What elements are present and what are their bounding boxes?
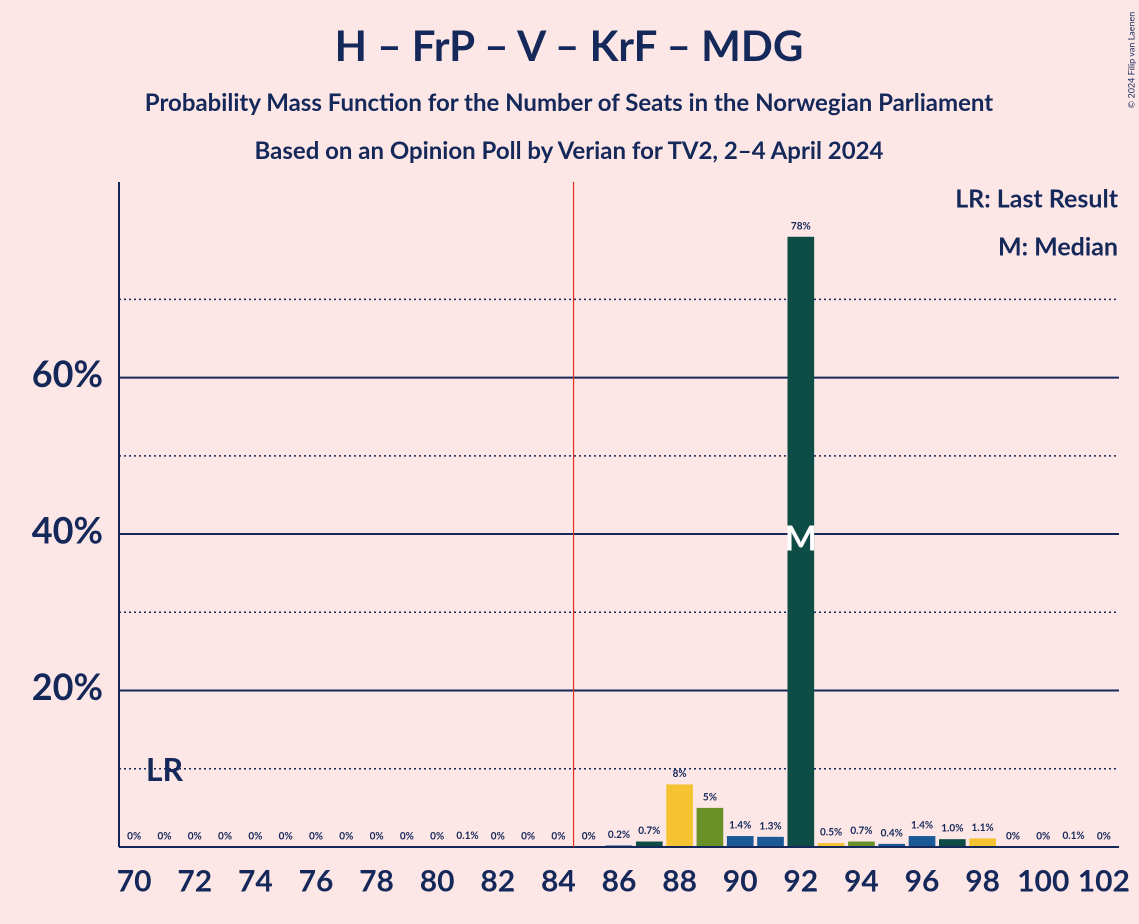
value-label: 0%	[400, 831, 414, 843]
value-label: 0.4%	[881, 827, 903, 839]
value-label: 0%	[430, 831, 444, 843]
value-label: 5%	[703, 791, 717, 803]
x-tick-label: 80	[420, 863, 455, 899]
value-label: 0%	[1036, 831, 1050, 843]
bar	[878, 843, 906, 847]
value-label: 0%	[551, 831, 565, 843]
x-tick-label: 76	[299, 863, 334, 899]
x-tick-label: 70	[117, 863, 152, 899]
bar	[817, 843, 845, 847]
value-label: 1.4%	[729, 820, 751, 832]
x-tick-label: 72	[177, 863, 212, 899]
value-label: 0%	[521, 831, 535, 843]
x-tick-label: 92	[783, 863, 818, 899]
x-tick-label: 84	[541, 863, 576, 899]
value-label: 1.4%	[911, 820, 933, 832]
value-label: 0%	[491, 831, 505, 843]
value-label: 0%	[1097, 831, 1111, 843]
x-tick-label: 90	[723, 863, 758, 899]
x-tick-label: 78	[359, 863, 394, 899]
bar	[848, 841, 875, 847]
value-label: 0.7%	[638, 825, 660, 837]
value-label: 0%	[188, 831, 202, 843]
y-tick-label: 60%	[32, 351, 103, 395]
value-label: 0%	[157, 831, 171, 843]
value-label: 0%	[127, 831, 141, 843]
value-label: 8%	[673, 768, 687, 780]
value-label: 0%	[309, 831, 323, 843]
bar	[696, 807, 724, 847]
value-label: 0%	[279, 831, 293, 843]
bar	[787, 236, 815, 847]
bar	[757, 836, 784, 847]
x-tick-label: 94	[844, 863, 879, 899]
x-tick-label: 96	[905, 863, 940, 899]
x-tick-label: 74	[238, 863, 273, 899]
y-tick-label: 40%	[32, 507, 103, 551]
value-label: 1.1%	[972, 822, 994, 834]
value-label: 0%	[248, 831, 262, 843]
value-label: 0.5%	[820, 827, 842, 839]
value-label: 0.1%	[456, 830, 478, 842]
chart-subtitle: Probability Mass Function for the Number…	[145, 88, 993, 117]
legend-entry: LR: Last Result	[955, 183, 1119, 213]
value-label: 0%	[218, 831, 232, 843]
value-label: 1.3%	[759, 820, 781, 832]
value-label: 1.0%	[941, 823, 963, 835]
y-tick-label: 20%	[32, 664, 103, 708]
value-label: 0%	[1006, 831, 1020, 843]
value-label: 0%	[582, 831, 596, 843]
bar	[635, 841, 663, 847]
x-tick-label: 98	[965, 863, 1000, 899]
last-result-marker: LR	[146, 749, 184, 788]
value-label: 0%	[339, 831, 353, 843]
chart-subtitle: Based on an Opinion Poll by Verian for T…	[255, 136, 884, 165]
bar	[726, 836, 754, 847]
bar	[666, 784, 693, 847]
copyright: © 2024 Filip van Laenen	[1125, 12, 1136, 109]
bar	[969, 838, 996, 847]
value-label: 78%	[791, 220, 811, 232]
bar	[939, 839, 966, 847]
median-marker: M	[785, 518, 817, 559]
x-tick-label: 82	[480, 863, 515, 899]
legend-entry: M: Median	[998, 231, 1118, 261]
x-tick-label: 100	[1017, 863, 1069, 899]
value-label: 0%	[370, 831, 384, 843]
bar	[908, 836, 936, 847]
x-tick-label: 102	[1078, 863, 1130, 899]
x-tick-label: 86	[602, 863, 637, 899]
chart-title: H – FrP – V – KrF – MDG	[335, 20, 804, 70]
x-tick-label: 88	[662, 863, 697, 899]
value-label: 0.7%	[850, 825, 872, 837]
value-label: 0.1%	[1062, 830, 1084, 842]
value-label: 0.2%	[608, 829, 630, 841]
